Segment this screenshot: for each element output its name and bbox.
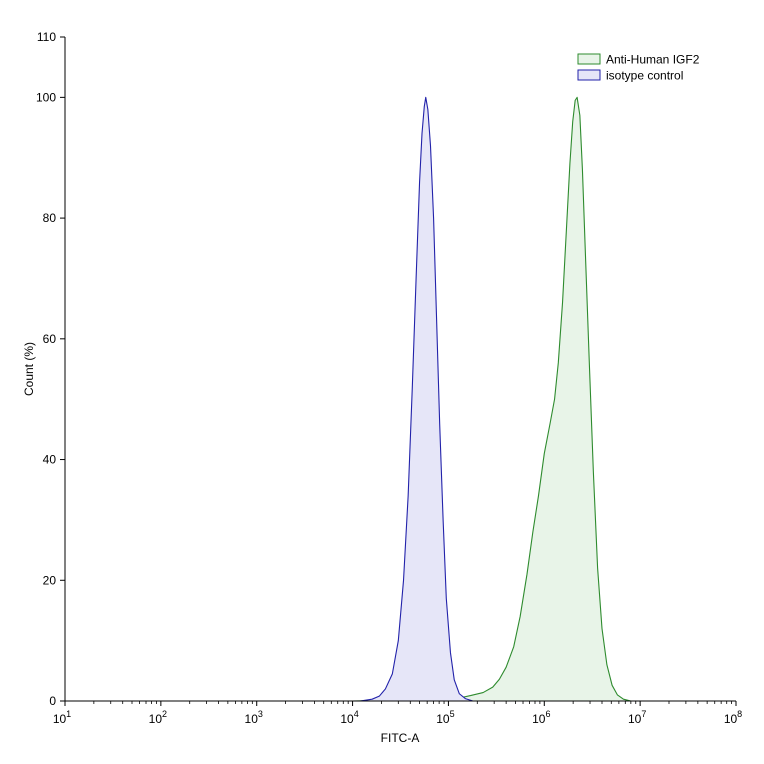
series-layer	[65, 96, 736, 702]
x-tick-label: 103	[245, 709, 263, 726]
legend: Anti-Human IGF2 isotype control	[577, 53, 700, 83]
x-tick-label: 101	[53, 709, 71, 726]
x-tick-label: 104	[340, 709, 358, 726]
x-tick-label: 107	[628, 709, 646, 726]
series-line-isotype-control	[65, 96, 736, 702]
y-ticks: 0 20 40 60 80 100 110	[36, 30, 65, 708]
y-tick-label: 40	[43, 453, 57, 467]
x-tick-label: 102	[149, 709, 167, 726]
y-tick-label: 20	[43, 573, 57, 587]
y-tick-label: 100	[36, 90, 56, 104]
x-tick-label: 108	[724, 709, 742, 726]
y-tick-label: 60	[43, 332, 57, 346]
legend-label-isotype-control: isotype control	[606, 69, 683, 83]
x-ticks: 101 102 103 104 105 106 107 108	[53, 701, 742, 726]
y-tick-label: 110	[37, 30, 56, 44]
legend-swatch-isotype-control	[577, 69, 601, 81]
series-area-anti-human-igf2	[65, 97, 736, 702]
y-tick-label: 0	[49, 694, 56, 708]
legend-swatch-anti-human-igf2	[577, 53, 601, 65]
y-axis-title: Count (%)	[22, 342, 36, 396]
x-tick-label: 106	[532, 709, 550, 726]
x-tick-label: 105	[436, 709, 454, 726]
x-axis-title: FITC-A	[381, 731, 420, 745]
series-line-anti-human-igf2	[65, 96, 736, 702]
legend-label-anti-human-igf2: Anti-Human IGF2	[606, 53, 700, 67]
y-tick-label: 80	[43, 211, 57, 225]
